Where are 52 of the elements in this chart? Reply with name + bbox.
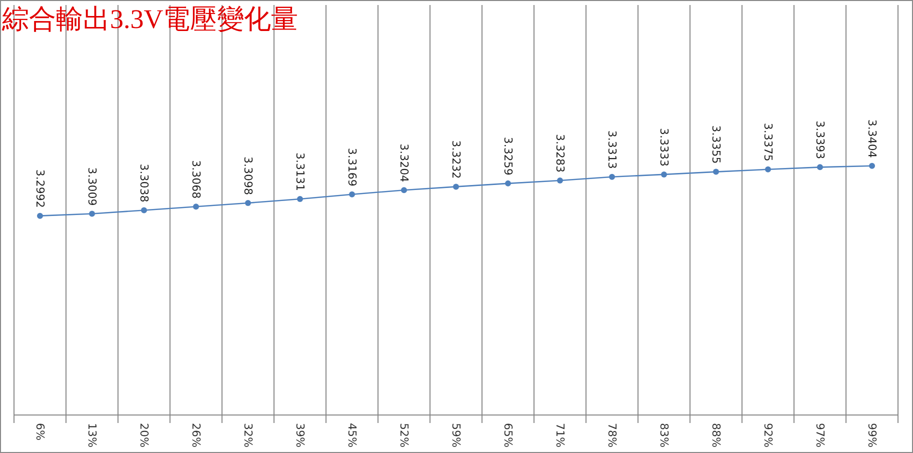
data-label: 3.3204 bbox=[398, 144, 410, 182]
point bbox=[453, 184, 459, 190]
x-tick-label: 59% bbox=[450, 423, 462, 448]
x-tick-label: 92% bbox=[762, 423, 774, 448]
point bbox=[141, 207, 147, 214]
point bbox=[349, 191, 355, 198]
x-tick-label: 13% bbox=[86, 423, 98, 448]
x-tick-label: 97% bbox=[814, 423, 826, 448]
data-label: 3.3393 bbox=[814, 120, 826, 160]
x-tick-label: 71% bbox=[554, 423, 566, 448]
data-label: 3.3404 bbox=[866, 119, 878, 158]
x-tick-label: 26% bbox=[190, 423, 202, 448]
point bbox=[505, 180, 511, 186]
x-tick-label: 32% bbox=[242, 423, 254, 448]
point bbox=[817, 164, 823, 170]
point bbox=[89, 210, 95, 217]
point bbox=[37, 212, 43, 219]
point bbox=[869, 162, 875, 169]
point bbox=[765, 166, 771, 172]
x-tick-label: 83% bbox=[658, 423, 670, 448]
point bbox=[297, 196, 303, 202]
point bbox=[401, 187, 407, 194]
x-tick-label: 39% bbox=[294, 423, 306, 448]
point bbox=[245, 200, 251, 206]
x-tick-label: 88% bbox=[710, 423, 722, 448]
data-label: 3.3313 bbox=[606, 130, 618, 169]
data-label: 3.3333 bbox=[658, 128, 670, 166]
data-label: 3.3009 bbox=[86, 167, 98, 206]
point bbox=[713, 168, 719, 175]
data-label: 3.3283 bbox=[554, 134, 566, 173]
x-tick-label: 78% bbox=[606, 423, 618, 448]
point bbox=[661, 171, 667, 178]
data-label: 3.3232 bbox=[450, 140, 462, 179]
data-label: 3.2992 bbox=[34, 169, 46, 208]
x-tick-label: 45% bbox=[346, 423, 358, 448]
data-label: 3.3355 bbox=[710, 125, 722, 164]
data-label: 3.3259 bbox=[502, 136, 514, 176]
x-tick-label: 20% bbox=[138, 423, 150, 448]
data-label: 3.3098 bbox=[242, 156, 254, 195]
data-label: 3.3068 bbox=[190, 160, 202, 199]
x-tick-label: 52% bbox=[398, 423, 410, 448]
point bbox=[557, 178, 563, 184]
chart-title: 綜合輸出3.3V電壓變化量 bbox=[1, 4, 298, 34]
x-tick-label: 6% bbox=[34, 423, 46, 440]
point bbox=[609, 174, 615, 180]
x-tick-label: 65% bbox=[502, 423, 514, 448]
data-label: 3.3169 bbox=[346, 148, 358, 186]
data-label: 3.3038 bbox=[138, 164, 150, 202]
data-label: 3.3375 bbox=[762, 122, 774, 162]
data-label: 3.3131 bbox=[294, 152, 306, 191]
x-tick-label: 99% bbox=[866, 423, 878, 448]
point bbox=[193, 204, 199, 210]
